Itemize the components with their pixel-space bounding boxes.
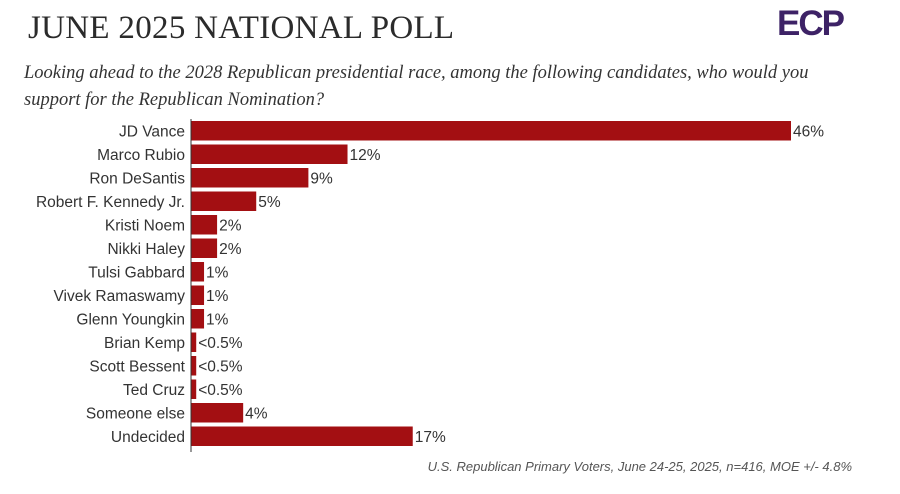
data-label: 4% (245, 405, 268, 422)
data-label: <0.5% (198, 382, 243, 399)
data-label: 12% (350, 147, 381, 164)
bar (191, 403, 244, 423)
data-label: 1% (206, 311, 229, 328)
category-label: Tulsi Gabbard (88, 264, 185, 281)
bar (191, 332, 197, 352)
category-label: Robert F. Kennedy Jr. (36, 194, 185, 211)
bar (191, 144, 348, 164)
bar (191, 121, 791, 141)
data-label: <0.5% (198, 358, 243, 375)
data-label: 2% (219, 241, 242, 258)
bar (191, 168, 309, 188)
category-label: Ted Cruz (123, 382, 185, 399)
chart-title: JUNE 2025 NATIONAL POLL (28, 10, 455, 46)
category-label: Ron DeSantis (89, 170, 185, 187)
poll-question: Looking ahead to the 2028 Republican pre… (24, 63, 809, 110)
bar (191, 356, 197, 376)
logo-text: ECP (777, 4, 845, 43)
data-label: 5% (258, 194, 281, 211)
category-label: Marco Rubio (97, 147, 185, 164)
bar (191, 309, 205, 329)
bar (191, 191, 257, 211)
bar (191, 379, 197, 399)
data-label: 46% (793, 123, 824, 140)
data-label: 17% (415, 429, 446, 446)
category-label: Kristi Noem (105, 217, 185, 234)
bar (191, 238, 218, 258)
footnote: U.S. Republican Primary Voters, June 24-… (427, 459, 852, 474)
bar (191, 426, 413, 446)
bar (191, 215, 218, 235)
bar (191, 285, 205, 305)
data-label: 9% (310, 170, 333, 187)
category-label: Someone else (86, 405, 185, 422)
data-label: <0.5% (198, 335, 243, 352)
category-label: Scott Bessent (89, 358, 185, 375)
bar (191, 262, 205, 282)
category-label: Vivek Ramaswamy (53, 288, 185, 305)
category-label: Nikki Haley (107, 241, 185, 258)
category-label: Brian Kemp (104, 335, 185, 352)
data-label: 1% (206, 288, 229, 305)
data-label: 1% (206, 264, 229, 281)
category-label: Undecided (111, 429, 185, 446)
ecp-logo: ECP (777, 4, 857, 43)
category-label: JD Vance (119, 123, 185, 140)
category-label: Glenn Youngkin (76, 311, 185, 328)
data-label: 2% (219, 217, 242, 234)
